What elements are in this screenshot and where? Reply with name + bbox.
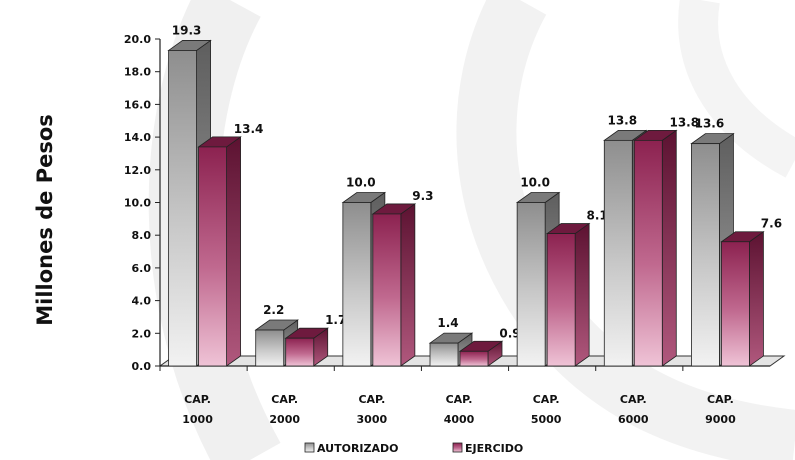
x-tick-label: CAP.: [533, 393, 560, 406]
x-tick-label: CAP.: [358, 393, 385, 406]
y-tick-label: 14.0: [124, 131, 151, 144]
bar-autorizado-5: [603, 139, 633, 367]
bar-autorizado-4: [516, 202, 546, 367]
value-label-ejercido-6: 7.6: [761, 217, 782, 231]
value-label-autorizado-4: 10.0: [520, 176, 550, 190]
bar-autorizado-3: [429, 342, 459, 367]
bar-side-ejercido-5: [661, 129, 677, 367]
x-tick-label: CAP.: [184, 393, 211, 406]
bar-autorizado-6: [691, 143, 720, 367]
bar-ejercido-4: [546, 233, 576, 367]
legend-label-autorizado: AUTORIZADO: [317, 442, 399, 455]
y-tick-label: 6.0: [132, 262, 152, 275]
x-tick-label: CAP.: [620, 393, 647, 406]
bar-ejercido-1: [285, 337, 315, 367]
y-tick-label: 12.0: [124, 164, 151, 177]
bar-ejercido-6: [721, 241, 750, 367]
x-tick-label: CAP.: [271, 393, 298, 406]
value-label-ejercido-1: 1.7: [325, 313, 346, 327]
bar-side-ejercido-6: [749, 230, 764, 367]
value-label-autorizado-2: 10.0: [346, 176, 376, 190]
x-tick-label: 3000: [357, 413, 388, 426]
value-label-ejercido-4: 8.1: [587, 209, 608, 223]
value-label-autorizado-3: 1.4: [437, 316, 458, 330]
bar-ejercido-2: [372, 213, 402, 367]
y-tick-label: 20.0: [124, 33, 151, 46]
value-label-autorizado-6: 13.6: [695, 117, 725, 131]
x-tick-label: 9000: [705, 413, 736, 426]
x-tick-label: 5000: [531, 413, 562, 426]
bar-autorizado-0: [168, 50, 197, 367]
y-tick-label: 2.0: [132, 327, 152, 340]
bar-ejercido-5: [633, 139, 663, 367]
y-tick-label: 10.0: [124, 197, 151, 210]
y-axis-title: Millones de Pesos: [33, 114, 57, 326]
y-tick-label: 8.0: [132, 229, 152, 242]
legend-label-ejercido: EJERCIDO: [465, 442, 523, 455]
value-label-ejercido-0: 13.4: [234, 122, 264, 136]
bar-ejercido-0: [198, 146, 227, 367]
x-tick-label: 4000: [444, 413, 475, 426]
bar-side-ejercido-4: [574, 222, 590, 367]
legend-swatch-ejercido: [452, 442, 463, 453]
y-tick-label: 18.0: [124, 66, 151, 79]
bar-side-ejercido-2: [400, 203, 416, 367]
legend-swatch-autorizado: [304, 442, 315, 453]
x-tick-label: CAP.: [446, 393, 473, 406]
x-tick-label: CAP.: [707, 393, 734, 406]
x-tick-label: 1000: [182, 413, 213, 426]
value-label-autorizado-5: 13.8: [607, 113, 637, 127]
bar-autorizado-2: [342, 202, 372, 367]
value-label-ejercido-2: 9.3: [412, 189, 433, 203]
bar-side-ejercido-0: [226, 136, 241, 367]
bar-ejercido-3: [459, 350, 489, 367]
x-tick-label: 6000: [618, 413, 649, 426]
value-label-autorizado-1: 2.2: [263, 303, 284, 317]
y-tick-label: 16.0: [124, 98, 151, 111]
y-tick-label: 4.0: [132, 295, 152, 308]
value-label-autorizado-0: 19.3: [172, 23, 202, 37]
value-label-ejercido-3: 0.9: [499, 326, 520, 340]
bar-autorizado-1: [255, 329, 285, 367]
plot-area: 0.0 2.0 4.0 6.0 8.0 10.0 12.0 14.0 16.0 18.0 20.0 1…: [124, 23, 786, 455]
x-tick-label: 2000: [269, 413, 300, 426]
y-tick-label: 0.0: [132, 360, 152, 373]
value-label-ejercido-5: 13.8: [669, 115, 699, 129]
